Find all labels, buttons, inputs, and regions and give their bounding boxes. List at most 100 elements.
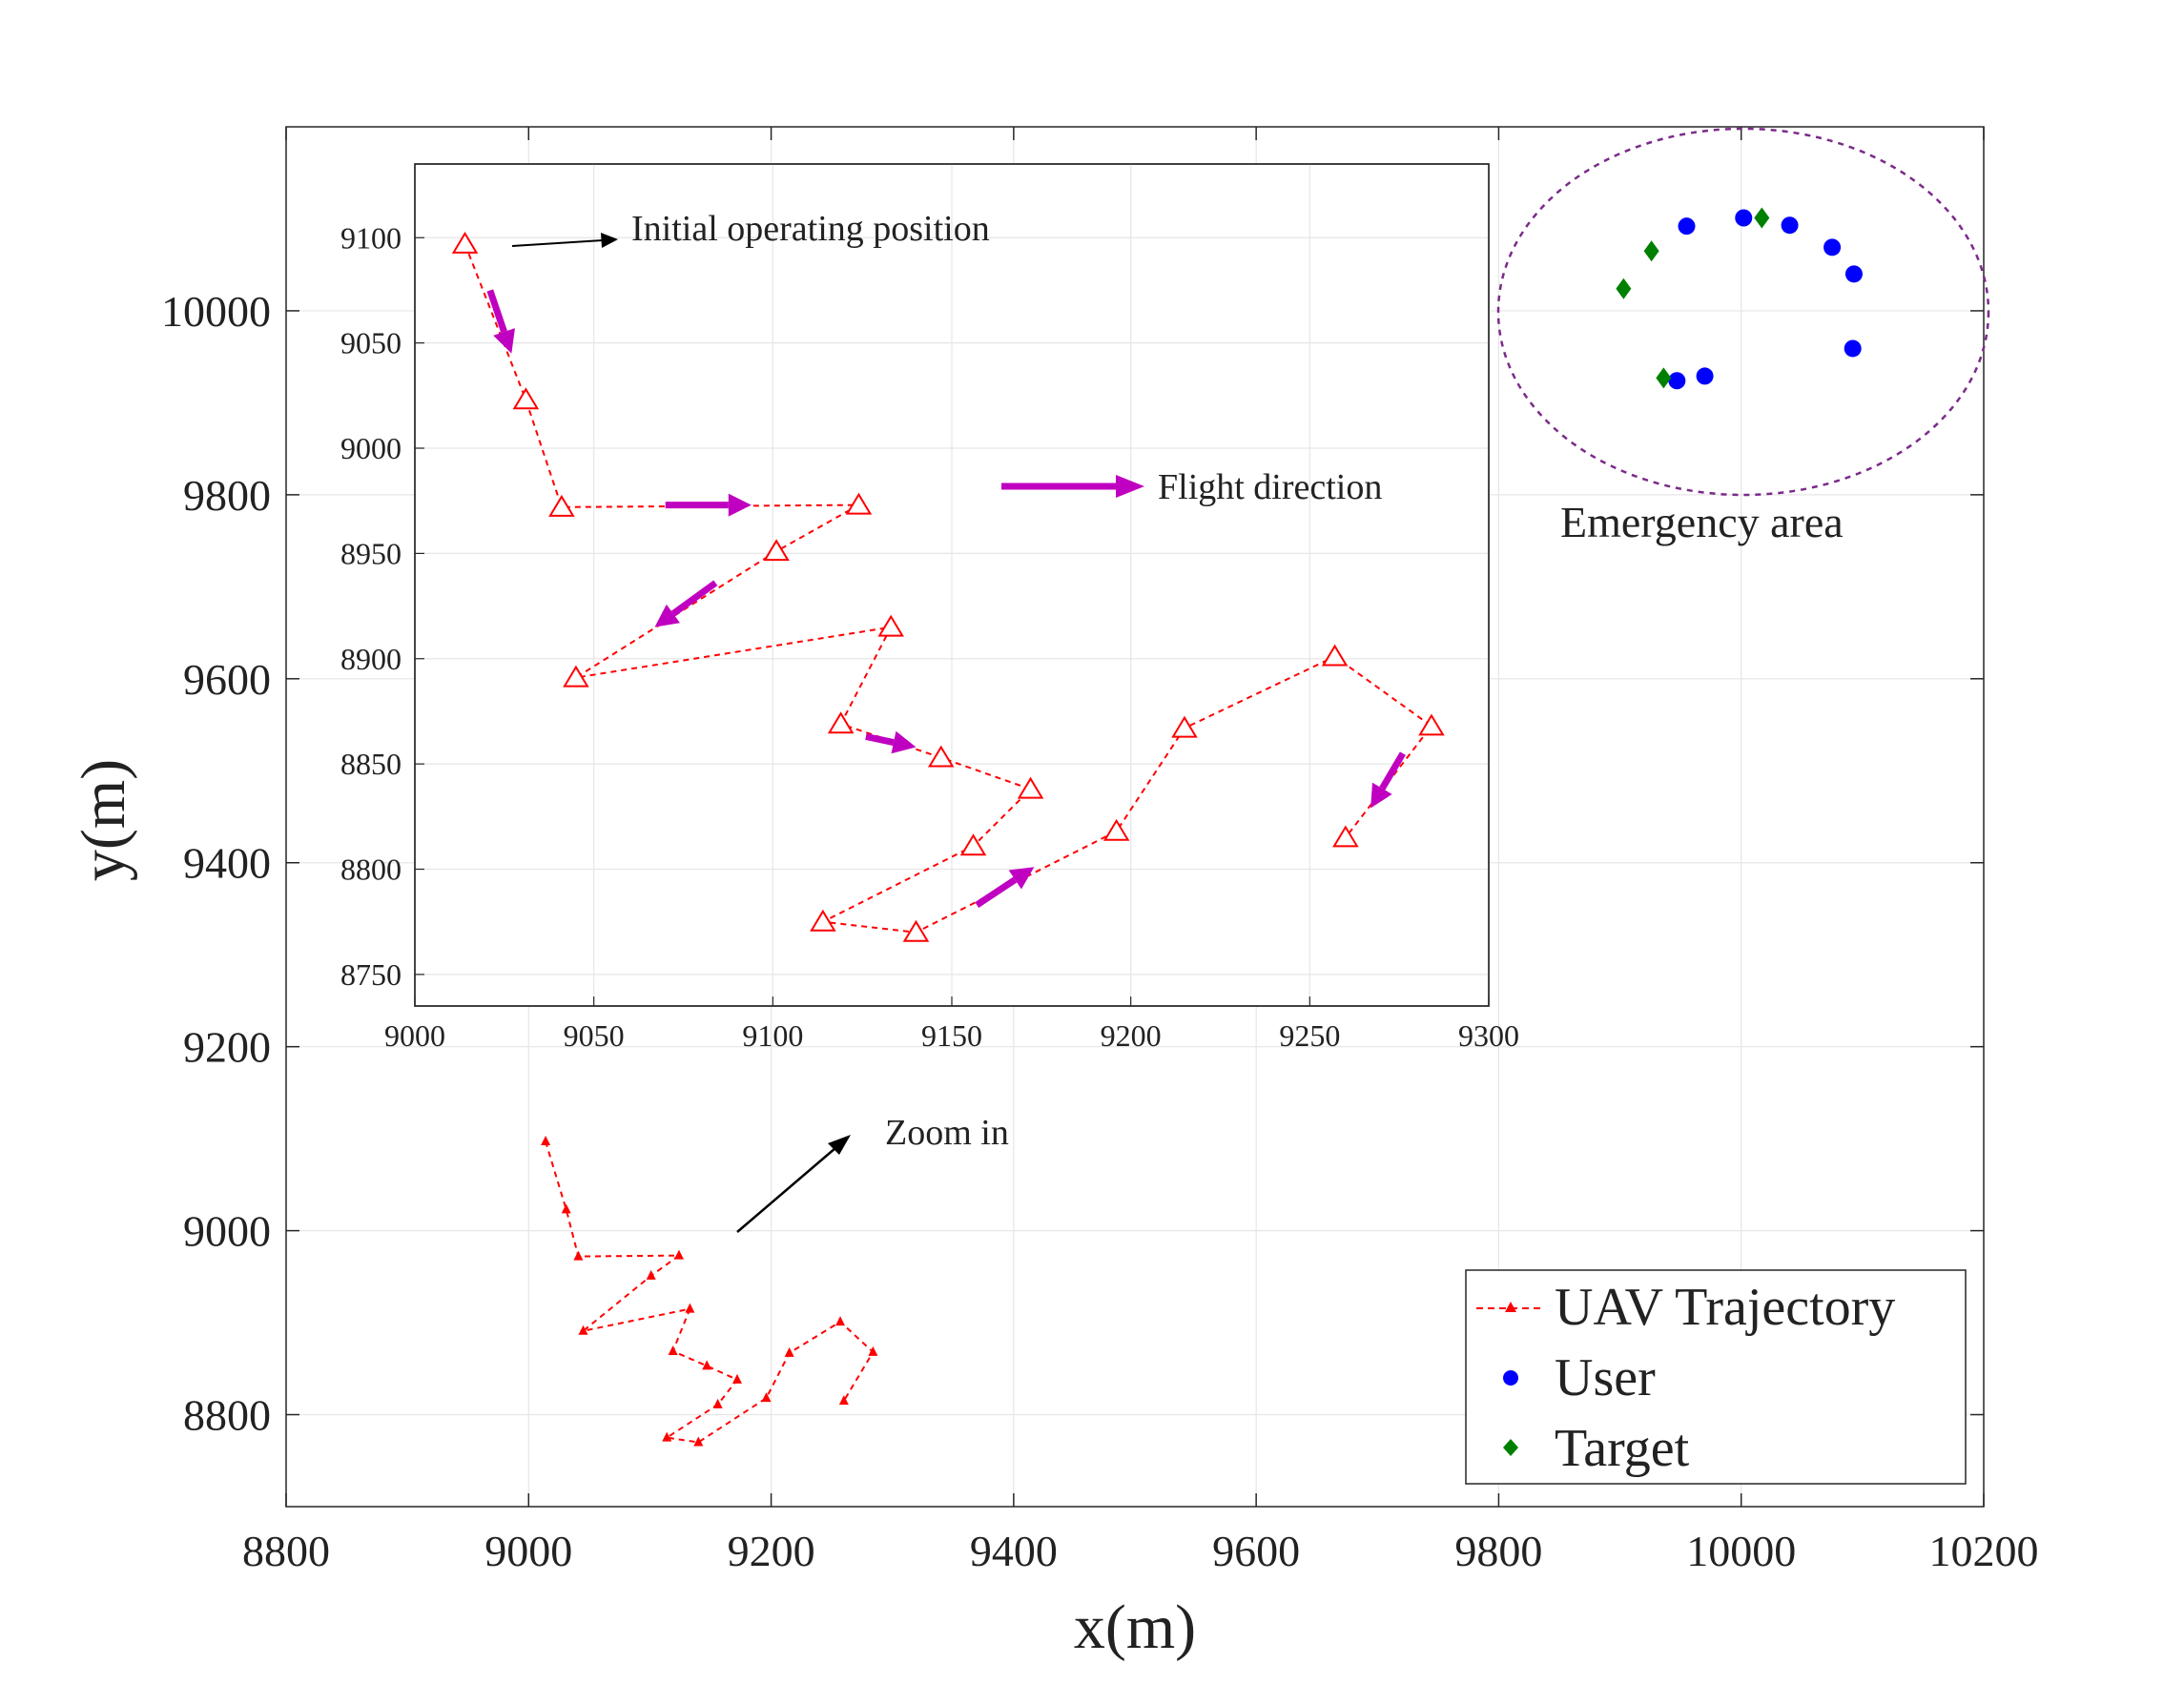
inset-trajectory-point [1171, 715, 1198, 738]
flight-arrow-head [1370, 782, 1392, 809]
flight-arrow-head [891, 730, 917, 754]
legend-uav-label: UAV Trajectory [1555, 1278, 1895, 1337]
inset-trajectory-point [548, 494, 575, 517]
main-y-tick-label: 9400 [183, 839, 271, 888]
flight-arrow-head [654, 604, 680, 627]
target-point [1616, 277, 1632, 299]
inset-trajectory-point [1321, 644, 1349, 667]
flight-arrow-shaft [975, 876, 1018, 908]
inset-x-tick-label: 9000 [384, 1018, 445, 1053]
main-x-tick-label: 8800 [242, 1527, 330, 1575]
main-trajectory-point [662, 1431, 672, 1442]
inset-x-tick-label: 9050 [564, 1018, 625, 1053]
inset-y-tick-label: 9000 [340, 431, 402, 465]
flight-arrow-shaft [670, 580, 718, 617]
main-trajectory-point [693, 1436, 704, 1447]
legend-user-marker-icon [1503, 1370, 1518, 1386]
flight-arrow-shaft [486, 289, 507, 334]
zoom-in-label: Zoom in [885, 1113, 1009, 1153]
inset-trajectory-point [763, 539, 790, 562]
legend-target-marker-icon [1503, 1439, 1518, 1456]
inset-ticks: 9000 9050 9100 9150 9200 9250 9300 8750 8800 8850… [340, 220, 1519, 1053]
target-point [1656, 367, 1672, 389]
x-axis-label: x(m) [1074, 1592, 1196, 1662]
legend: UAV Trajectory User Target [1465, 1269, 1967, 1485]
main-trajectory-point [702, 1360, 712, 1370]
user-points [1668, 209, 1863, 390]
flight-arrow-shaft [1379, 751, 1406, 791]
target-point [1643, 240, 1659, 262]
target-points [1616, 207, 1770, 389]
flight-arrow-shaft [865, 733, 895, 746]
inset-trajectory-point [1017, 776, 1044, 799]
inset-trajectory-point [451, 231, 479, 254]
inset-x-tick-label: 9300 [1458, 1018, 1519, 1053]
main-axes-box [285, 126, 1985, 1508]
inset-uav-trajectory [451, 231, 1445, 942]
inset-trajectory-point [927, 745, 955, 768]
inset-trajectory-point [1102, 818, 1130, 841]
inset-y-tick-label: 9050 [340, 326, 402, 360]
inset-y-tick-label: 8950 [340, 536, 402, 570]
main-trajectory-line [545, 1140, 875, 1444]
main-y-tick-label: 9600 [183, 655, 271, 704]
legend-user-label: User [1555, 1348, 1656, 1407]
main-trajectory-point [578, 1325, 588, 1335]
main-trajectory-point [561, 1203, 571, 1214]
flight-direction-legend-arrow-head [1116, 475, 1144, 498]
main-y-tick-label: 8800 [183, 1391, 271, 1440]
legend-target-label: Target [1555, 1419, 1690, 1478]
main-trajectory-point [731, 1373, 742, 1384]
main-uav-trajectory [541, 1136, 878, 1447]
inset-y-tick-label: 8900 [340, 642, 402, 676]
main-trajectory-point [784, 1346, 794, 1357]
main-trajectory-point [668, 1345, 678, 1355]
main-trajectory-point [646, 1269, 656, 1280]
initial-position-label: Initial operating position [631, 209, 990, 249]
zoom-arrow-head [828, 1135, 851, 1155]
main-x-tick-label: 9000 [484, 1527, 572, 1575]
inset-y-tick-label: 9100 [340, 220, 402, 255]
flight-arrow-head [1008, 867, 1035, 890]
inset-x-tick-label: 9150 [921, 1018, 982, 1053]
main-trajectory-point [573, 1250, 584, 1261]
inset-trajectory-point [1418, 713, 1445, 736]
inset-trajectory-point [959, 833, 987, 856]
inset-trajectory-point [1332, 825, 1359, 848]
user-point [1844, 339, 1862, 358]
main-x-tick-label: 9400 [970, 1527, 1058, 1575]
inset-trajectory-point [512, 387, 540, 410]
inset-trajectory-line [464, 243, 1433, 934]
legend-uav-marker-icon [1505, 1302, 1516, 1312]
main-trajectory-point [673, 1249, 684, 1260]
y-axis-label: y(m) [69, 759, 138, 881]
inset-trajectory-point [902, 919, 930, 942]
inset-axes-box [414, 163, 1490, 1007]
main-y-tick-label: 10000 [161, 287, 271, 336]
inset-trajectory-point [827, 711, 855, 734]
user-point [1678, 217, 1696, 236]
user-point [1823, 238, 1842, 257]
inset-trajectory-point [845, 492, 873, 515]
inset-x-tick-label: 9200 [1101, 1018, 1162, 1053]
inset-x-tick-label: 9100 [742, 1018, 803, 1053]
flight-direction-arrows [486, 289, 1406, 908]
main-ticks: 8800 9000 9200 9400 9600 9800 10000 10200880090… [161, 127, 2039, 1575]
inset-trajectory-point [810, 909, 836, 932]
emergency-area-label: Emergency area [1560, 498, 1844, 546]
main-y-tick-label: 9200 [183, 1023, 271, 1072]
user-point [1696, 367, 1714, 385]
main-x-tick-label: 10000 [1686, 1527, 1796, 1575]
user-point [1844, 265, 1863, 283]
initial-position-arrow-head [601, 233, 618, 248]
inset-x-tick-label: 9250 [1279, 1018, 1340, 1053]
main-x-tick-label: 9800 [1454, 1527, 1542, 1575]
flight-direction-label: Flight direction [1158, 467, 1382, 507]
flight-arrow-head [493, 328, 515, 354]
legend-box [1465, 1269, 1967, 1485]
inset-y-tick-label: 8850 [340, 747, 402, 781]
main-x-tick-label: 9600 [1212, 1527, 1300, 1575]
main-trajectory-point [761, 1392, 772, 1403]
user-point [1735, 209, 1753, 227]
